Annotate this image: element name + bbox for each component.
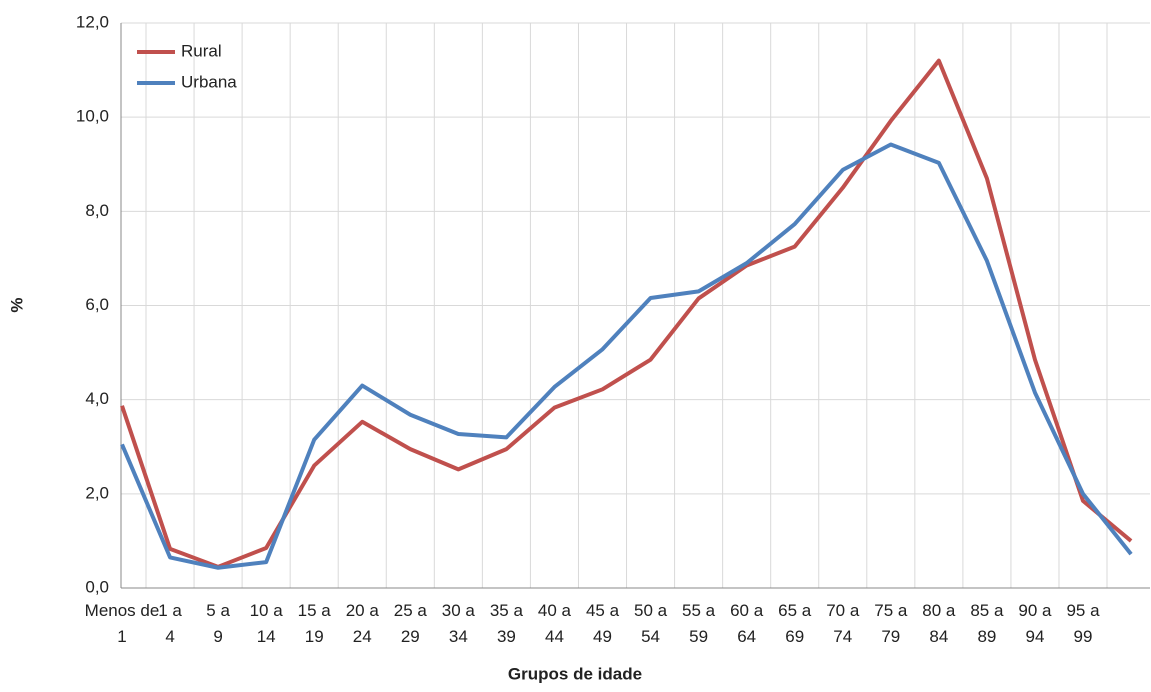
x-tick-label: 45 a 49 (586, 601, 620, 646)
x-tick-label: 10 a 14 (250, 601, 284, 646)
x-tick-label: 35 a 39 (490, 601, 524, 646)
x-tick-label: 90 a 94 (1018, 601, 1052, 646)
y-tick-label: 8,0 (85, 201, 109, 220)
x-tick-label: 95 a 99 (1066, 601, 1100, 646)
x-tick-label: 15 a 19 (298, 601, 332, 646)
x-tick-label: 20 a 24 (346, 601, 380, 646)
y-tick-label: 6,0 (85, 295, 109, 314)
y-tick-label: 2,0 (85, 483, 109, 502)
x-axis-label: Grupos de idade (508, 664, 642, 683)
x-tick-label: 65 a 69 (778, 601, 812, 646)
x-tick-label: Menos de 1 (85, 601, 160, 646)
y-tick-label: 0,0 (85, 577, 109, 596)
x-tick-label: 50 a 54 (634, 601, 668, 646)
x-tick-label: 75 a 79 (874, 601, 908, 646)
x-tick-label: 25 a 29 (394, 601, 428, 646)
x-tick-label: 40 a 44 (538, 601, 572, 646)
x-tick-label: 30 a 34 (442, 601, 476, 646)
y-tick-label: 4,0 (85, 389, 109, 408)
series-line (120, 58, 1133, 569)
x-tick-label: 70 a 74 (826, 601, 860, 646)
x-tick-label: 60 a 64 (730, 601, 764, 646)
y-tick-label: 10,0 (76, 107, 109, 126)
legend-label: Rural (181, 41, 222, 60)
x-tick-label: 80 a 84 (922, 601, 956, 646)
y-axis-label: % (7, 297, 26, 312)
x-tick-label: 85 a 89 (970, 601, 1004, 646)
y-tick-label: 12,0 (76, 12, 109, 31)
series-line (120, 142, 1133, 570)
x-tick-label: 55 a 59 (682, 601, 716, 646)
legend-label: Urbana (181, 72, 237, 91)
